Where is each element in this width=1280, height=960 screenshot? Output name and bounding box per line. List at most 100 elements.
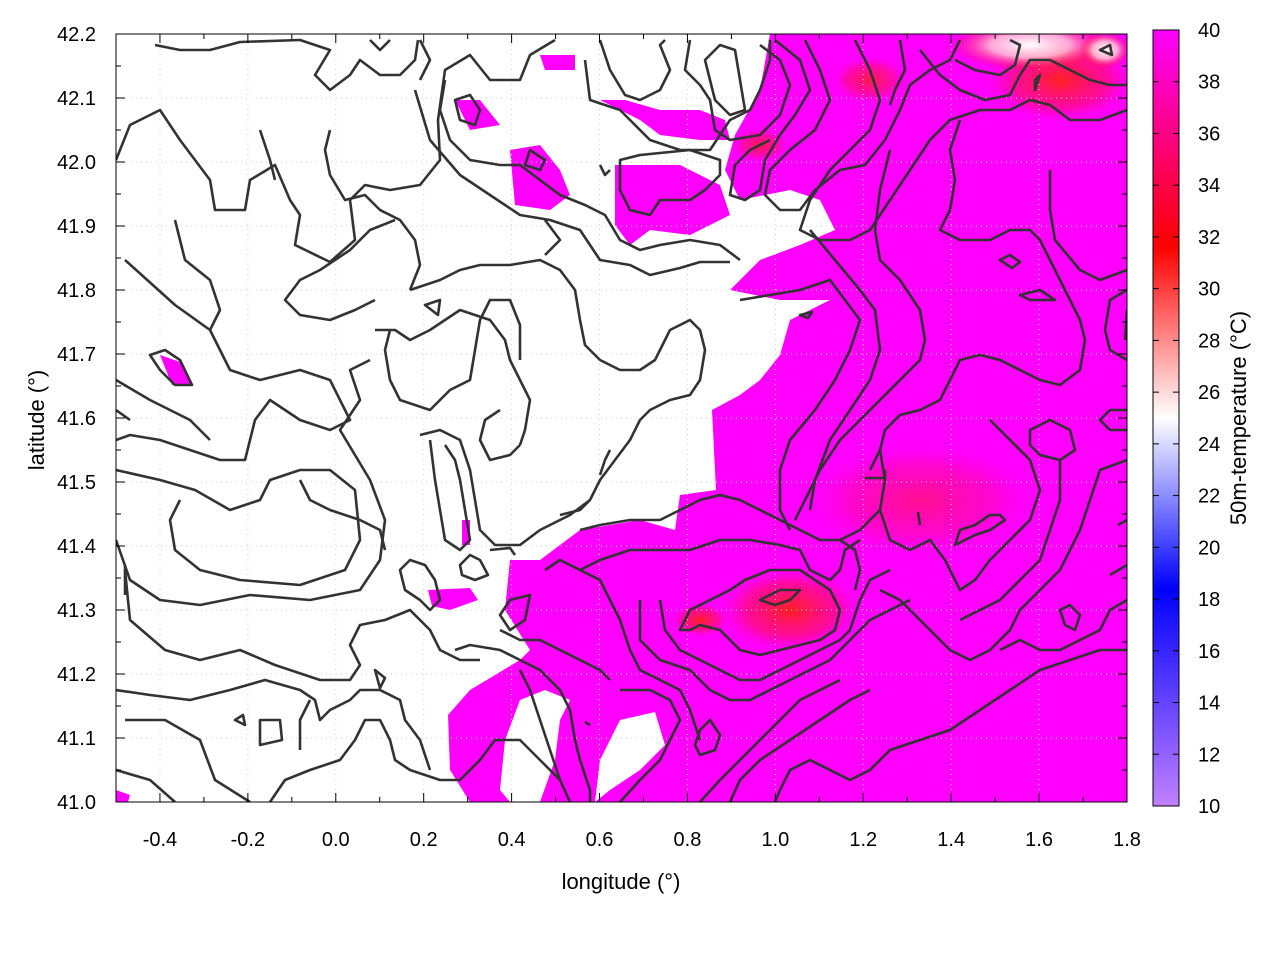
contour-37 [375,308,532,446]
contour-44 [543,219,562,256]
contour-53 [1103,288,1127,362]
contour-77 [619,688,682,802]
contour-14 [233,713,247,727]
y-tick-label: 42.0 [57,152,96,174]
colorbar-gradient [1152,29,1180,807]
colorbar-tick-label: 26 [1198,382,1220,404]
contour-24 [683,39,792,142]
contour-10 [116,768,176,802]
contour-46 [808,229,882,511]
contour-67 [999,598,1127,652]
contour-90 [298,479,387,551]
contour-33 [918,49,1127,102]
colorbar-tick-label: 34 [1198,175,1220,197]
y-tick-label: 41.6 [57,408,96,430]
contour-82 [454,643,592,802]
contour-30 [763,39,962,212]
contour-17 [418,39,432,81]
x-tick-label: -0.4 [143,829,177,851]
x-tick-label: 0.8 [674,829,702,851]
y-tick-label: 42.2 [57,24,96,46]
contour-45 [739,278,862,531]
contour-39 [409,258,707,517]
contour-63 [1117,518,1127,527]
contour-84 [584,720,591,727]
colorbar-tick-label: 22 [1198,486,1220,508]
y-tick-label: 42.1 [57,88,96,110]
y-tick-label: 41.5 [57,472,96,494]
contour-16 [154,38,420,92]
contour-58 [959,460,1062,622]
contour-23 [583,40,772,152]
cool-spot-ne [950,34,1110,70]
contour-21 [413,89,730,277]
x-axis-label: longitude (°) [562,869,681,894]
contour-2 [116,259,352,462]
y-tick-label: 41.8 [57,280,96,302]
contour-26 [618,148,722,217]
contour-29 [728,38,812,202]
colorbar: 10 12 14 16 18 20 22 24 26 28 30 32 34 36 38 40 50m-tem… [1152,20,1251,818]
contour-59 [879,458,1127,662]
x-tick-label: 1.0 [761,829,789,851]
x-tick-label: 0.2 [410,829,438,851]
contour-70 [839,538,862,591]
patch-north-3 [600,100,730,140]
x-tick-label: 0.4 [498,829,526,851]
y-tick-label: 41.7 [57,344,96,366]
colorbar-tick-label: 20 [1198,537,1220,559]
colorbar-tick-label: 40 [1198,20,1220,42]
patch-north-4 [540,55,575,70]
contour-42 [258,129,277,181]
colorbar-tick-label: 30 [1198,279,1220,301]
contour-65 [1058,603,1082,632]
hot-region-east [448,34,1127,802]
contour-87 [489,546,517,556]
contour-4 [116,378,211,441]
contour-61 [916,511,922,526]
contour-51 [1018,288,1057,302]
contour-20 [438,79,741,262]
colorbar-tick-label: 32 [1198,227,1220,249]
contour-57 [878,419,1042,592]
contour-43 [423,298,442,317]
grid [116,34,1127,802]
white-bay-south [500,690,570,802]
colorbar-label: 50m-temperature (°C) [1226,311,1251,525]
contour-76 [693,718,722,757]
colorbar-tick-label: 16 [1198,641,1220,663]
contour-83 [518,669,562,781]
contour-93 [116,408,131,422]
contour-28 [598,164,611,177]
contour-85 [398,558,442,612]
patch-north-2 [615,165,730,245]
y-axis: 41.0 41.1 41.2 41.3 41.4 41.5 41.6 41.7 41.8 41.9… [57,24,1127,814]
contour-3 [173,219,222,331]
contour-11 [258,718,284,747]
contour-31 [798,39,1127,242]
contour-86 [458,553,490,582]
colorbar-tick-label: 36 [1198,123,1220,145]
patch-mid-1 [428,588,478,610]
contour-8 [116,678,432,771]
contour-19 [453,93,482,127]
colorbar-tick-label: 38 [1198,72,1220,94]
contour-5 [116,468,362,587]
contour-1 [116,38,556,264]
contour-92 [478,408,521,462]
contour-91 [598,449,612,476]
contour-12 [268,718,572,802]
colorbar-tick-label: 14 [1198,693,1220,715]
contour-74 [658,568,891,682]
contour-6 [116,358,387,607]
colorbar-tick-label: 18 [1198,589,1220,611]
contour-40 [323,129,422,291]
contour-41 [283,218,396,322]
x-tick-label: 1.2 [849,829,877,851]
contour-25 [703,43,747,117]
contour-50 [998,253,1022,270]
contour-78 [699,678,841,802]
contour-71 [544,558,702,741]
contour-68 [579,493,881,542]
contour-34 [954,38,1022,77]
